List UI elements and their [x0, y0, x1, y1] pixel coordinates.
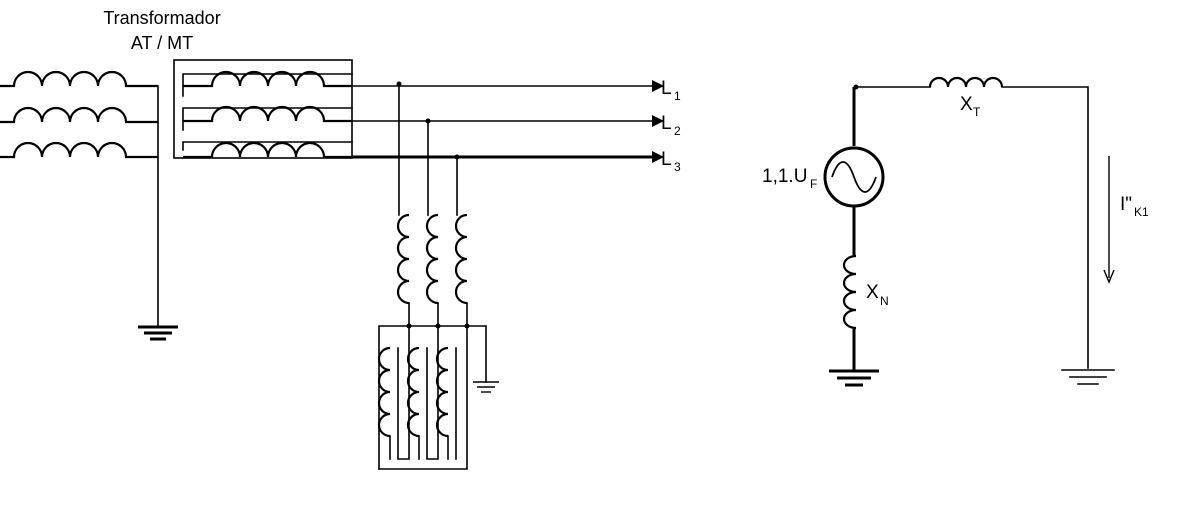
source-ground-icon — [829, 369, 879, 387]
transformer-title: Transformador — [103, 8, 220, 28]
zigzag-link-3 — [378, 325, 468, 470]
label-l1: L 1 — [661, 78, 681, 103]
arrow-l3-icon — [652, 151, 664, 163]
svg-text:1,1.U: 1,1.U — [762, 166, 807, 187]
label-l2: L 2 — [661, 113, 681, 138]
delta-connection-3 — [182, 141, 353, 151]
transformer-subtitle: AT / MT — [131, 33, 193, 53]
svg-text:I": I" — [1120, 194, 1132, 215]
xt-inductor-icon — [928, 76, 1004, 88]
primary-ground-icon — [138, 325, 178, 341]
secondary-enclosure — [173, 59, 353, 159]
output-lines — [351, 80, 664, 163]
svg-text:X: X — [866, 282, 879, 303]
zigzag-upper-coil-1 — [396, 213, 410, 305]
secondary-coil-2 — [183, 105, 352, 123]
label-l3: L 3 — [661, 149, 681, 174]
secondary-winding — [173, 59, 353, 159]
current-label: I" K1 — [1120, 194, 1149, 219]
arrow-l2-icon — [652, 115, 664, 127]
grounding-transformer — [377, 81, 499, 470]
svg-text:2: 2 — [674, 124, 681, 138]
zigzag-ground-icon — [473, 381, 499, 393]
svg-text:L: L — [661, 149, 672, 170]
junction-l2 — [425, 118, 431, 124]
current-arrow-icon — [1103, 156, 1115, 284]
primary-coil-3 — [0, 141, 158, 159]
svg-text:T: T — [973, 105, 981, 119]
zigzag-lower-coil-3 — [435, 346, 449, 438]
svg-text:L: L — [661, 113, 672, 134]
svg-text:X: X — [960, 94, 973, 115]
xt-label: X T — [960, 94, 981, 119]
zigzag-lower-coil-1 — [377, 346, 391, 438]
zigzag-upper-coil-2 — [425, 213, 439, 305]
delta-connection-1 — [182, 73, 353, 97]
equivalent-circuit — [823, 76, 1115, 387]
arrow-l1-icon — [652, 80, 664, 92]
xn-label: X N — [866, 282, 889, 308]
zigzag-lower-coil-2 — [406, 346, 420, 438]
zigzag-upper-coil-3 — [454, 213, 468, 305]
top-wire-right — [1001, 86, 1089, 369]
svg-text:K1: K1 — [1134, 205, 1149, 219]
svg-text:N: N — [880, 294, 889, 308]
ac-source-icon — [823, 146, 885, 208]
zigzag-link-1 — [397, 325, 410, 460]
secondary-coil-1 — [183, 70, 352, 88]
secondary-coil-3 — [183, 141, 352, 159]
junction-l3 — [454, 154, 460, 160]
svg-text:3: 3 — [674, 160, 681, 174]
junction-l1 — [396, 81, 402, 87]
svg-text:1: 1 — [674, 89, 681, 103]
delta-connection-2 — [182, 107, 353, 131]
primary-coil-2 — [0, 106, 158, 124]
neutral-bus — [378, 325, 487, 470]
zigzag-link-2 — [426, 325, 439, 460]
svg-text:F: F — [810, 177, 817, 191]
load-ground-icon — [1061, 369, 1115, 385]
primary-winding — [0, 70, 178, 341]
primary-coil-1 — [0, 70, 158, 88]
xn-inductor-icon — [842, 254, 857, 330]
svg-text:L: L — [661, 78, 672, 99]
source-voltage-label: 1,1.U F — [762, 166, 817, 191]
